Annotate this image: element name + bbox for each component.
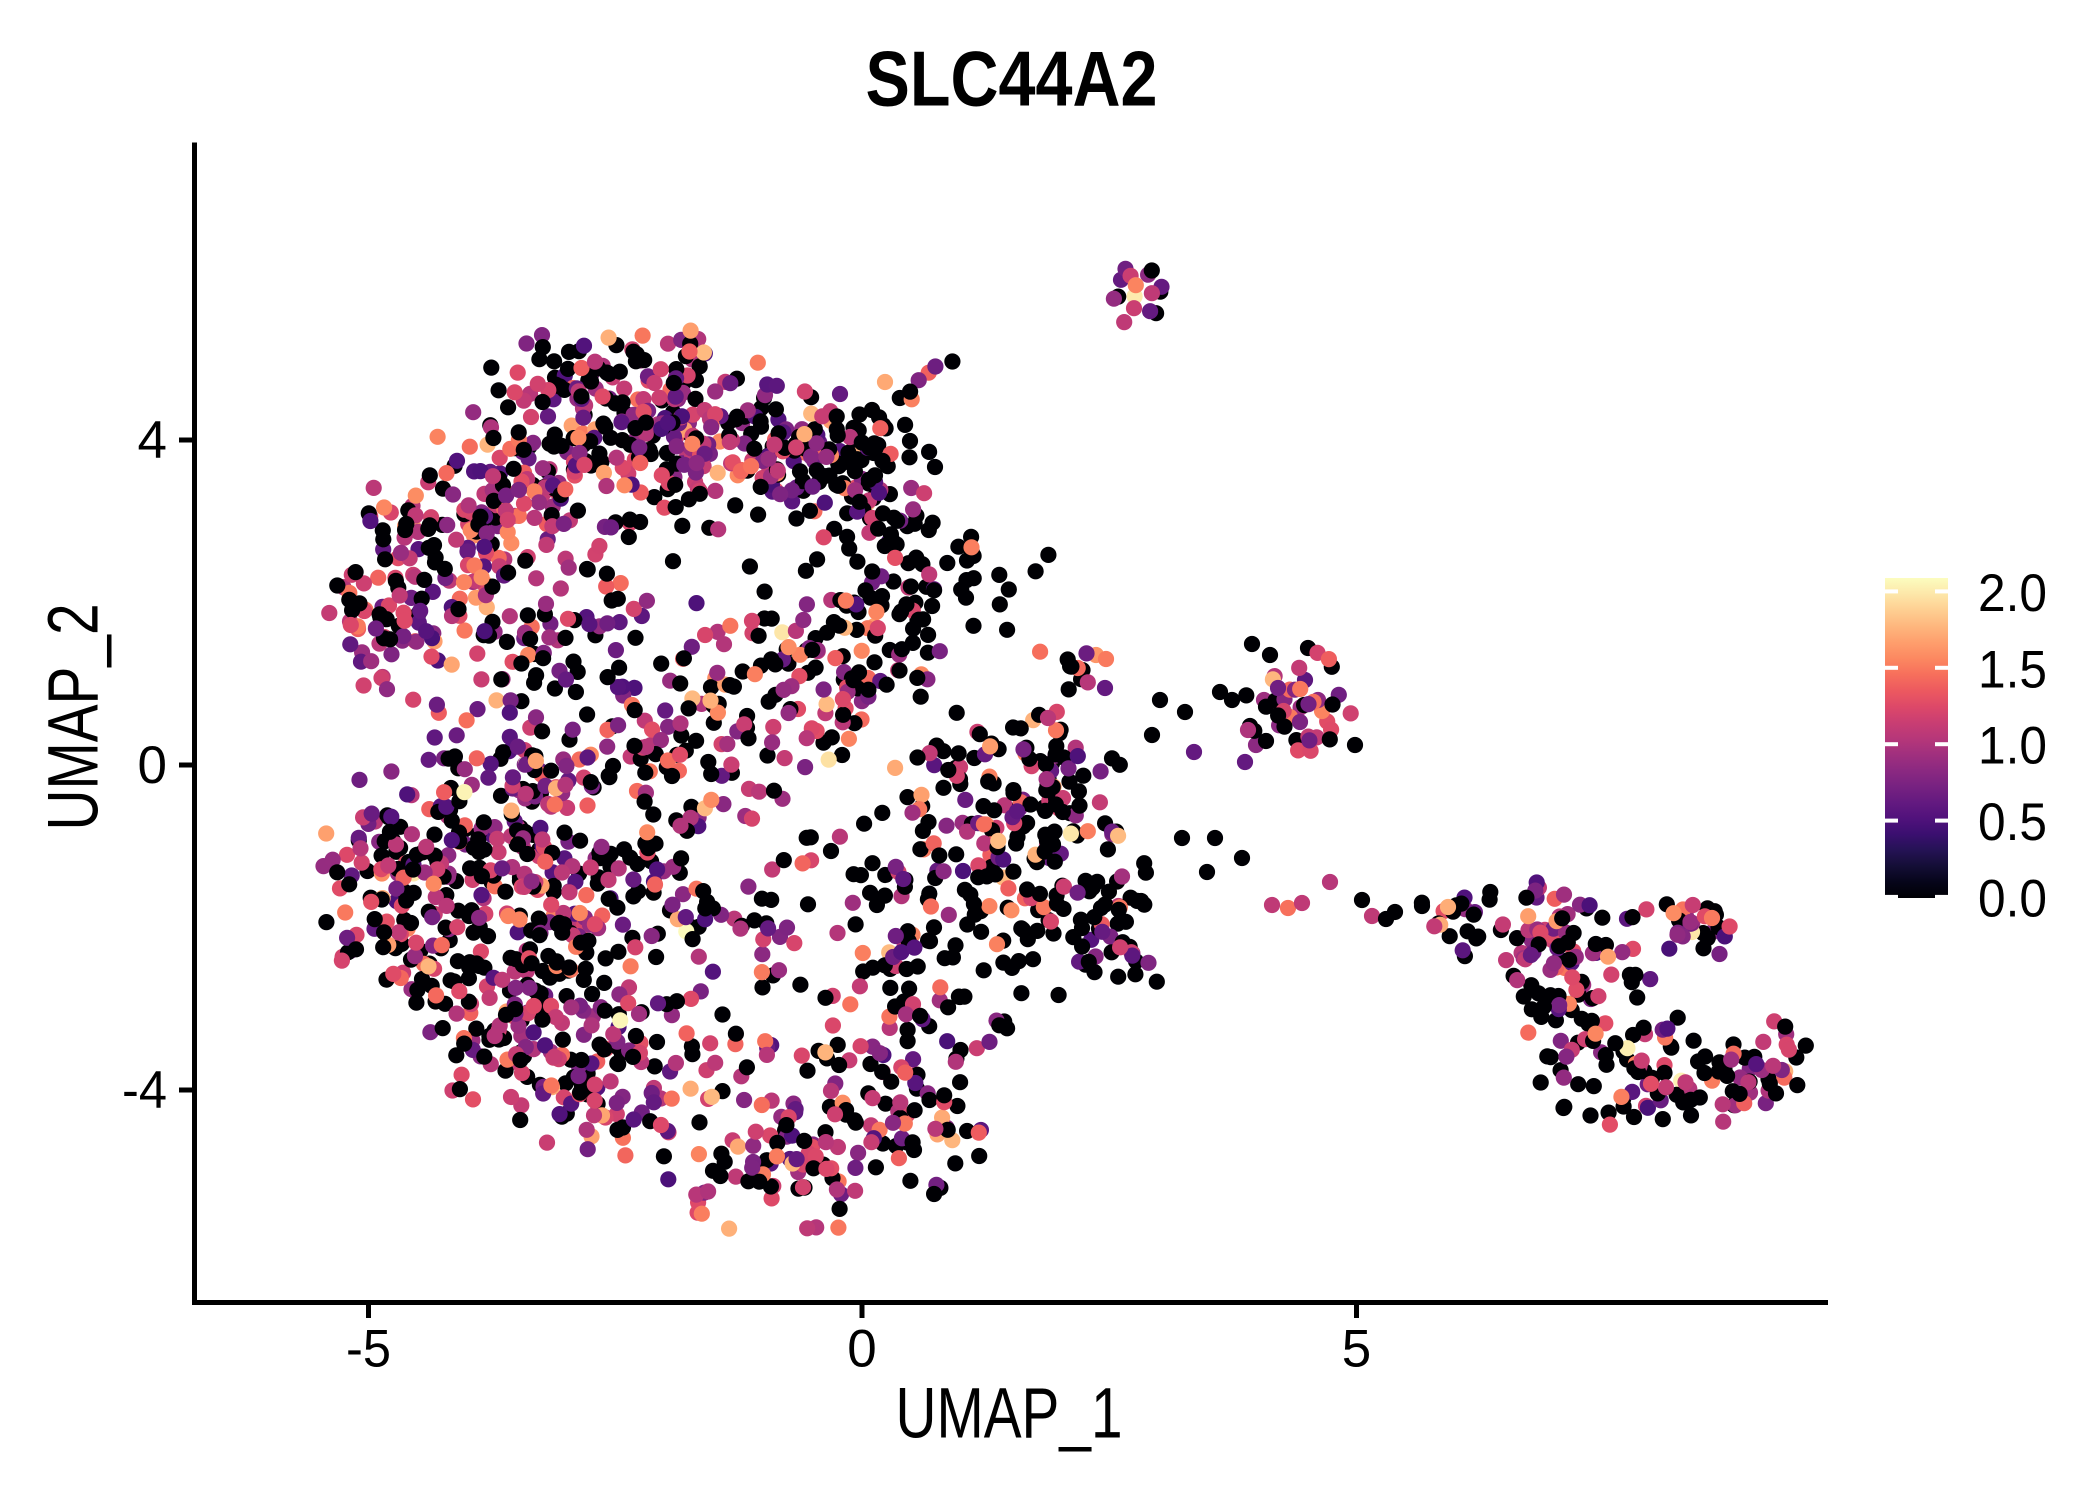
- svg-text:0.5: 0.5: [1978, 793, 2047, 852]
- svg-text:SLC44A2: SLC44A2: [866, 35, 1158, 123]
- svg-text:-5: -5: [346, 1320, 391, 1379]
- svg-text:1.5: 1.5: [1978, 640, 2047, 699]
- svg-text:UMAP_2: UMAP_2: [35, 604, 114, 831]
- svg-text:0: 0: [138, 736, 167, 795]
- svg-text:2.0: 2.0: [1978, 564, 2047, 623]
- svg-text:1.0: 1.0: [1978, 717, 2047, 776]
- svg-text:-4: -4: [122, 1061, 167, 1120]
- svg-text:UMAP_1: UMAP_1: [896, 1375, 1123, 1454]
- svg-text:0: 0: [847, 1320, 876, 1379]
- svg-text:4: 4: [138, 411, 167, 470]
- svg-text:5: 5: [1342, 1320, 1371, 1379]
- svg-text:0.0: 0.0: [1978, 869, 2047, 928]
